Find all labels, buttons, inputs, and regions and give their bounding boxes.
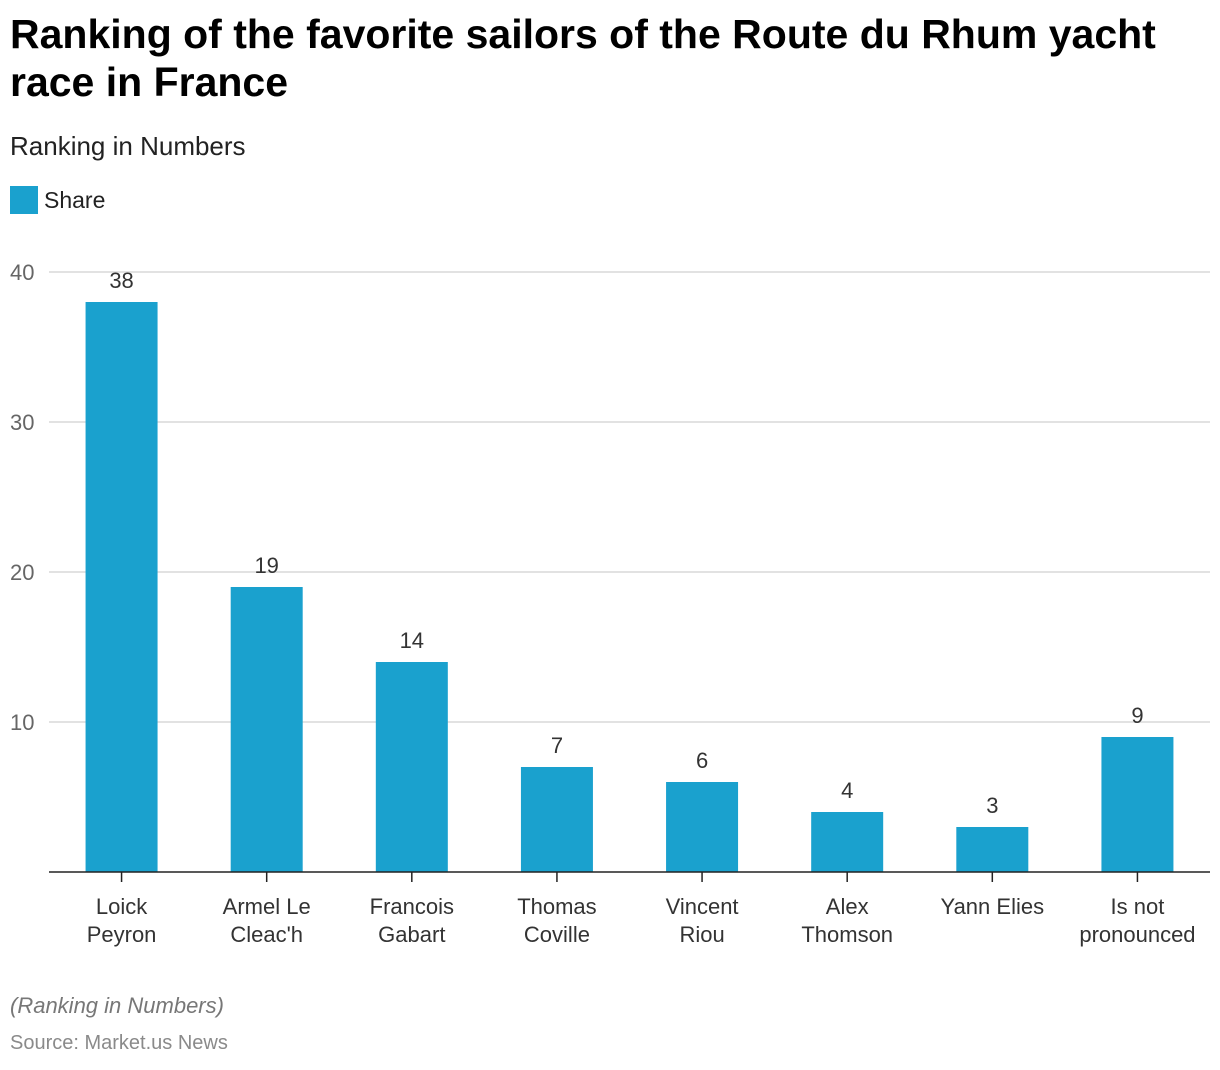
legend-swatch-share [10, 186, 38, 214]
chart-source: Source: Market.us News [10, 1032, 228, 1054]
x-tick-label-1: Armel Le Cleac'h [223, 894, 311, 947]
x-tick-label-6: Yann Elies [941, 894, 1045, 919]
x-tick-label-7: Is not pronounced [1079, 894, 1195, 947]
x-tick-label-4: Vincent Riou [666, 894, 739, 947]
legend: Share [10, 186, 105, 214]
x-tick-label-3: Thomas Coville [517, 894, 596, 947]
bar-4 [666, 782, 739, 872]
data-label-7: 9 [1131, 703, 1143, 728]
x-tick-label-0: Loick Peyron [87, 894, 157, 947]
chart-title: Ranking of the favorite sailors of the R… [10, 11, 1156, 105]
bar-7 [1101, 737, 1174, 872]
data-label-1: 19 [254, 553, 278, 578]
bar-0 [85, 302, 158, 872]
y-tick-label-20: 20 [10, 560, 34, 585]
x-tick-label-2: Francois Gabart [370, 894, 454, 947]
y-tick-label-40: 40 [10, 260, 34, 285]
data-label-4: 6 [696, 748, 708, 773]
y-tick-label-10: 10 [10, 710, 34, 735]
data-label-3: 7 [551, 733, 563, 758]
data-label-2: 14 [400, 628, 424, 653]
chart-footnote: (Ranking in Numbers) [10, 993, 224, 1018]
legend-label-share: Share [44, 186, 106, 213]
y-tick-label-30: 30 [10, 410, 34, 435]
chart-subtitle: Ranking in Numbers [10, 131, 246, 161]
bar-5 [811, 812, 884, 872]
data-label-6: 3 [986, 793, 998, 818]
bar-3 [520, 767, 593, 872]
bar-1 [230, 587, 303, 872]
bar-6 [956, 827, 1029, 872]
data-label-5: 4 [841, 778, 853, 803]
data-label-0: 38 [109, 268, 133, 293]
bar-2 [375, 662, 448, 872]
x-tick-label-5: Alex Thomson [801, 894, 893, 947]
